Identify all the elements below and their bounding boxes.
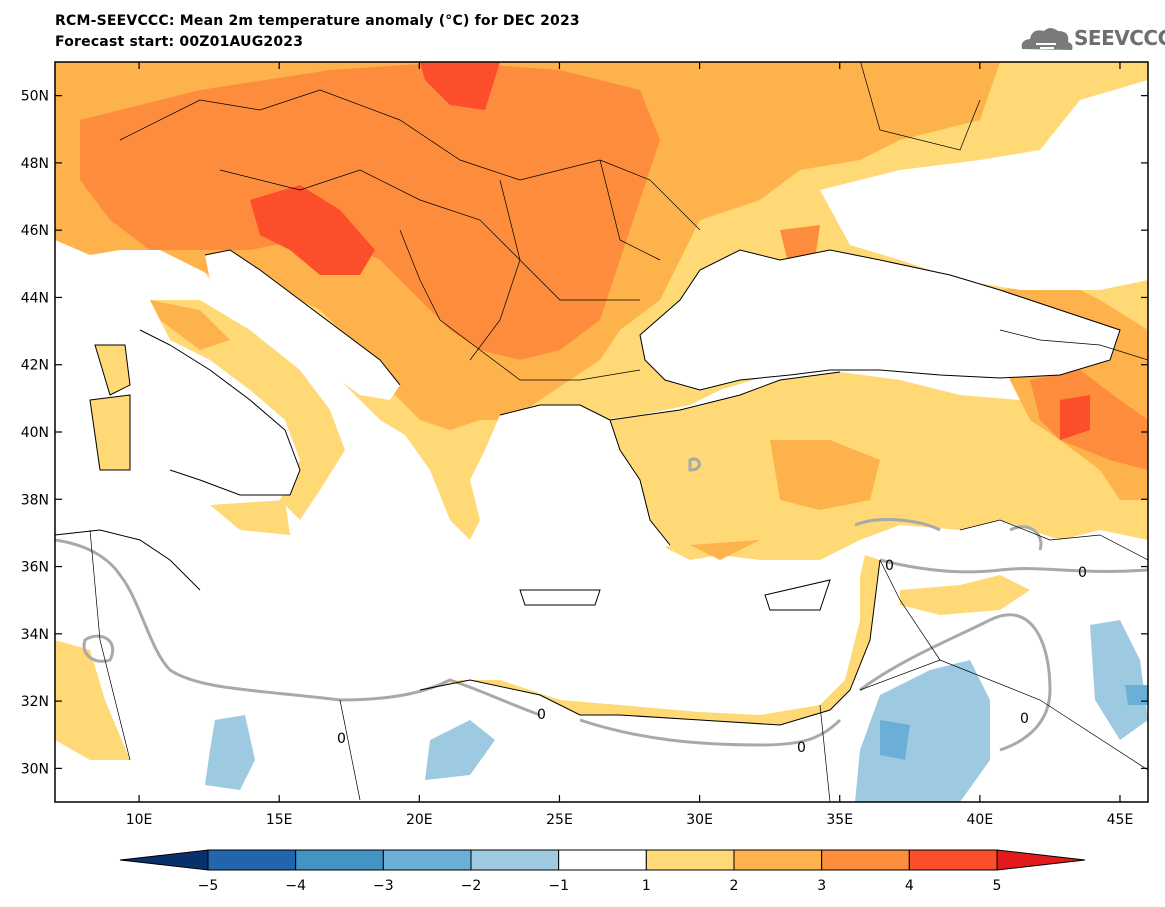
adriatic-sea: [205, 250, 400, 400]
colorbar-label: 1: [642, 878, 651, 894]
lat-tick-label: 42N: [21, 358, 49, 374]
aegean-sea: [470, 405, 670, 560]
tyrrhenian-sea: [135, 330, 300, 495]
lat-tick-label: 38N: [21, 492, 49, 508]
negative-anomaly-libya-east: [425, 720, 495, 780]
colorbar-swatch: [821, 849, 910, 871]
lon-tick-label: 20E: [406, 812, 433, 828]
colorbar-swatch: [207, 849, 297, 871]
colorbar-swatch: [645, 849, 735, 871]
colorbar-swatch: [733, 849, 823, 871]
negative-anomaly-arabia: [855, 660, 990, 802]
colorbar-label: −2: [461, 878, 482, 894]
colorbar-label: 5: [993, 878, 1002, 894]
colorbar-label: −3: [373, 878, 394, 894]
lat-tick-label: 36N: [21, 560, 49, 576]
seevccc-logo-text: SEEVCCC: [1074, 26, 1165, 50]
coastlines: [55, 249, 1121, 726]
lat-tick-label: 32N: [21, 694, 49, 710]
zero-contour-label: 0: [337, 731, 346, 747]
negative-anomaly-iraq: [1090, 620, 1148, 740]
lat-tick-label: 50N: [21, 89, 49, 105]
colorbar-label: 4: [905, 878, 914, 894]
lat-tick-label: 48N: [21, 156, 49, 172]
country-borders: [89, 62, 1148, 802]
lon-tick-label: 25E: [546, 812, 573, 828]
lat-tick-label: 46N: [21, 223, 49, 239]
zero-contour-label: 0: [1078, 565, 1087, 581]
zero-contour-label: 0: [537, 707, 546, 723]
lat-tick-label: 30N: [21, 761, 49, 777]
colorbar-swatch: [996, 849, 1086, 871]
colorbar-swatch: [908, 849, 998, 871]
zero-contour-label: 0: [1020, 711, 1029, 727]
lon-tick-label: 35E: [826, 812, 853, 828]
lon-tick-label: 10E: [126, 812, 153, 828]
colorbar-swatch: [470, 849, 560, 871]
land-anomaly-3-4: [80, 62, 660, 360]
colorbar-swatch: [558, 849, 647, 871]
black-sea: [640, 250, 1120, 390]
ukraine-white-region: [820, 80, 1148, 290]
cloud-icon: [1021, 28, 1073, 50]
lon-tick-label: 40E: [967, 812, 994, 828]
lat-tick-label: 40N: [21, 425, 49, 441]
forecast-start-label: Forecast start: 00Z01AUG2023: [55, 34, 304, 50]
lon-tick-label: 15E: [266, 812, 293, 828]
zero-contour-label: 0: [885, 558, 894, 574]
land-anomaly-4-5: [250, 185, 375, 275]
lat-tick-label: 34N: [21, 627, 49, 643]
negative-anomaly-libya-west: [205, 715, 255, 790]
mediterranean-sea: [55, 530, 860, 715]
colorbar-swatch: [382, 849, 472, 871]
colorbar-label: 2: [730, 878, 739, 894]
map-title: RCM-SEEVCCC: Mean 2m temperature anomaly…: [55, 13, 580, 29]
colorbar-label: 3: [817, 878, 826, 894]
colorbar-swatch: [295, 849, 384, 871]
zero-contour-label: 0: [797, 740, 806, 756]
lon-tick-label: 30E: [686, 812, 713, 828]
lon-tick-label: 45E: [1107, 812, 1134, 828]
colorbar-label: −5: [198, 878, 219, 894]
colorbar-label: −1: [548, 878, 569, 894]
lat-tick-label: 44N: [21, 290, 49, 306]
colorbar-label: −4: [285, 878, 306, 894]
zero-contour: [55, 538, 541, 717]
colorbar-swatch: [119, 849, 209, 871]
